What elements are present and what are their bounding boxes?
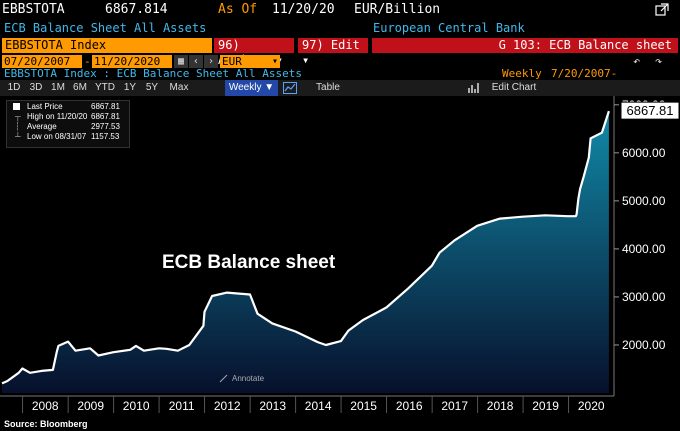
end-date-field[interactable]: 11/20/2020 [92, 55, 172, 68]
period-1y[interactable]: 1Y [123, 82, 137, 93]
as-of-label: As Of [218, 2, 258, 17]
x-tick-label: 2011 [169, 399, 195, 413]
date-range-bar: 07/20/2007 - 11/20/2020 ▦ ‹ › EUR ▾ ↶ ↷ [0, 54, 680, 68]
period-5y[interactable]: 5Y [145, 82, 159, 93]
y-tick-label: 6000.00 [622, 146, 666, 160]
as-of-date: 11/20/20 [272, 2, 335, 17]
ticker-symbol: EBBSTOTA [2, 2, 65, 17]
y-tick-label: 3000.00 [622, 290, 666, 304]
edit-chart-button[interactable]: Edit Chart [491, 82, 537, 93]
external-window-icon[interactable] [655, 3, 669, 17]
period-1m[interactable]: 1M [51, 82, 65, 93]
y-axis: 2000.003000.004000.005000.006000.007000.… [614, 98, 666, 352]
data-source: European Central Bank [373, 21, 525, 35]
legend-row-label: High on 11/20/20 [27, 112, 88, 121]
undo-icon[interactable]: ↶ [633, 54, 641, 68]
next-period-icon[interactable]: › [204, 55, 218, 68]
units-label: EUR/Billion [354, 2, 441, 17]
edit-button[interactable]: 97) Edit ▾ [298, 38, 368, 67]
chart-series-title: EBBSTOTA Index : ECB Balance Sheet All A… [4, 67, 303, 80]
command-bar: EBBSTOTA Index 96) Actions ▾ 97) Edit ▾ … [0, 37, 680, 67]
currency-dropdown-icon[interactable]: ▾ [270, 55, 280, 68]
y-tick-label: 4000.00 [622, 242, 666, 256]
legend-row-value: 2977.53 [91, 122, 120, 131]
x-tick-label: 2009 [77, 399, 104, 413]
x-tick-label: 2013 [259, 399, 286, 413]
legend-row-value: 1157.53 [91, 132, 120, 141]
period-ytd[interactable]: YTD [95, 82, 115, 93]
ticker-header: EBBSTOTA 6867.814 As Of 11/20/20 EUR/Bil… [0, 0, 680, 20]
date-separator: - [84, 55, 91, 68]
legend-row-label: Last Price [27, 102, 63, 111]
frequency-dropdown[interactable]: Weekly ▼ [225, 80, 278, 96]
annotate-pen-icon [219, 374, 228, 383]
x-tick-label: 2016 [396, 399, 423, 413]
period-6m[interactable]: 6M [73, 82, 87, 93]
x-tick-label: 2012 [214, 399, 241, 413]
y-tick-label: 5000.00 [622, 194, 666, 208]
period-1d[interactable]: 1D [7, 82, 21, 93]
x-tick-label: 2015 [350, 399, 377, 413]
start-date-field[interactable]: 07/20/2007 [2, 55, 82, 68]
period-toolbar: 1D 3D 1M 6M YTD 1Y 5Y Max Weekly ▼ Table… [0, 80, 680, 96]
x-tick-label: 2019 [532, 399, 559, 413]
frequency-label: Weekly [502, 67, 542, 80]
annotate-label[interactable]: Annotate [232, 374, 265, 383]
x-tick-label: 2018 [487, 399, 514, 413]
calendar-icon[interactable]: ▦ [174, 55, 188, 68]
x-tick-label: 2010 [123, 399, 150, 413]
function-title: G 103: ECB Balance sheet [372, 38, 678, 53]
average-marker-icon: ┆ [15, 122, 20, 131]
description-row: ECB Balance Sheet All Assets European Ce… [0, 20, 680, 37]
currency-field[interactable]: EUR [220, 55, 280, 68]
annotate-button[interactable]: Annotate [219, 374, 265, 383]
x-tick-label: 2008 [32, 399, 59, 413]
x-tick-label: 2017 [441, 399, 468, 413]
actions-button[interactable]: 96) Actions ▾ [214, 38, 294, 67]
last-value: 6867.814 [105, 2, 168, 17]
last-value-label: 6867.81 [627, 103, 674, 118]
legend-row-label: Low on 08/31/07 [27, 132, 87, 141]
high-marker-icon: ┬ [15, 112, 21, 121]
period-3d[interactable]: 3D [29, 82, 43, 93]
footer-source: Source: Bloomberg [4, 419, 88, 429]
last-price-swatch [13, 103, 20, 110]
series-description: ECB Balance Sheet All Assets [4, 21, 207, 35]
prev-period-icon[interactable]: ‹ [189, 55, 203, 68]
y-tick-label: 2000.00 [622, 338, 666, 352]
chart-annotation: ECB Balance sheet [162, 252, 336, 273]
chart-title-row: EBBSTOTA Index : ECB Balance Sheet All A… [0, 67, 680, 94]
period-max[interactable]: Max [169, 82, 189, 93]
legend-row-label: Average [27, 122, 57, 131]
x-tick-label: 2014 [305, 399, 332, 413]
x-tick-label: 2020 [578, 399, 605, 413]
legend-row-value: 6867.81 [91, 102, 120, 111]
table-button[interactable]: Table [316, 82, 340, 93]
series-area [2, 111, 609, 393]
low-marker-icon: ┴ [15, 132, 21, 141]
line-chart-icon[interactable] [281, 80, 299, 96]
redo-icon[interactable]: ↷ [655, 54, 663, 68]
x-axis: 2008 2009 2010 2011 2012 2013 2014 2015 2016 2017… [0, 395, 614, 413]
legend-box: Last Price 6867.81 ┬ High on 11/20/20 68… [6, 100, 130, 148]
security-field[interactable]: EBBSTOTA Index [2, 38, 212, 53]
edit-chart-icon[interactable] [466, 80, 482, 96]
last-value-tag: 6867.81 [620, 101, 680, 120]
series-line [1, 110, 610, 385]
legend-row-value: 6867.81 [91, 112, 120, 121]
